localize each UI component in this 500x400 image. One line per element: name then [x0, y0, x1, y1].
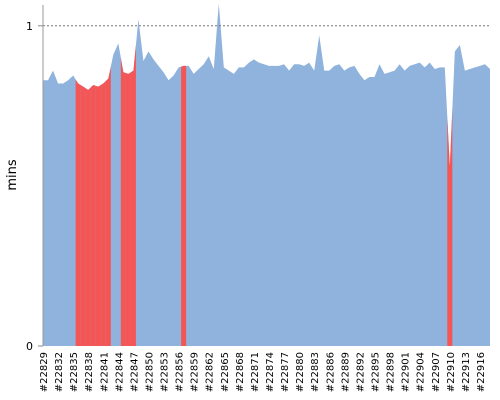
x-tick-label: #22841	[99, 352, 110, 392]
x-tick-label: #22913	[461, 352, 472, 392]
x-tick-label: #22844	[114, 352, 125, 392]
highlighted-area	[120, 57, 126, 346]
plot-area	[43, 5, 490, 346]
x-tick-label: #22895	[370, 352, 381, 392]
highlighted-area	[80, 85, 86, 346]
x-tick-label: #22901	[401, 352, 412, 392]
x-tick-label: #22892	[355, 352, 366, 392]
x-tick-label: #22856	[175, 352, 186, 392]
x-tick-label: #22835	[69, 352, 80, 392]
highlighted-area	[90, 85, 96, 346]
x-tick-label: #22916	[476, 352, 487, 392]
highlighted-area	[125, 72, 131, 346]
x-tick-label: #22832	[54, 352, 65, 392]
x-tick-label: #22862	[205, 352, 216, 392]
highlighted-area	[181, 65, 187, 346]
highlighted-area	[130, 45, 136, 346]
x-tick-label: #22829	[39, 352, 50, 392]
x-tick-label: #22874	[265, 352, 276, 392]
x-tick-label: #22865	[220, 352, 231, 392]
x-tick-label: #22910	[446, 352, 457, 392]
highlighted-area	[447, 109, 453, 346]
x-tick-label: #22871	[250, 352, 261, 392]
y-tick-label: 1	[26, 20, 33, 33]
y-axis-label: mins	[5, 159, 20, 191]
highlighted-area	[95, 85, 101, 346]
x-tick-label: #22907	[431, 352, 442, 392]
x-tick-label: #22880	[295, 352, 306, 392]
x-tick-label: #22847	[129, 352, 140, 392]
x-tick-label: #22853	[160, 352, 171, 392]
highlighted-area	[100, 81, 106, 346]
x-tick-label: #22838	[84, 352, 95, 392]
x-tick-label: #22898	[386, 352, 397, 392]
x-tick-label: #22868	[235, 352, 246, 392]
highlighted-area	[85, 87, 91, 346]
x-tick-label: #22877	[280, 352, 291, 392]
x-tick-label: #22904	[416, 352, 427, 392]
x-tick-label: #22883	[310, 352, 321, 392]
highlighted-area	[75, 79, 81, 346]
y-tick-label: 0	[26, 340, 33, 353]
x-tick-label: #22859	[190, 352, 201, 392]
x-tick-label: #22889	[340, 352, 351, 392]
area	[43, 5, 490, 346]
highlighted-area	[105, 66, 111, 346]
x-tick-label: #22850	[144, 352, 155, 392]
x-tick-label: #22886	[325, 352, 336, 392]
